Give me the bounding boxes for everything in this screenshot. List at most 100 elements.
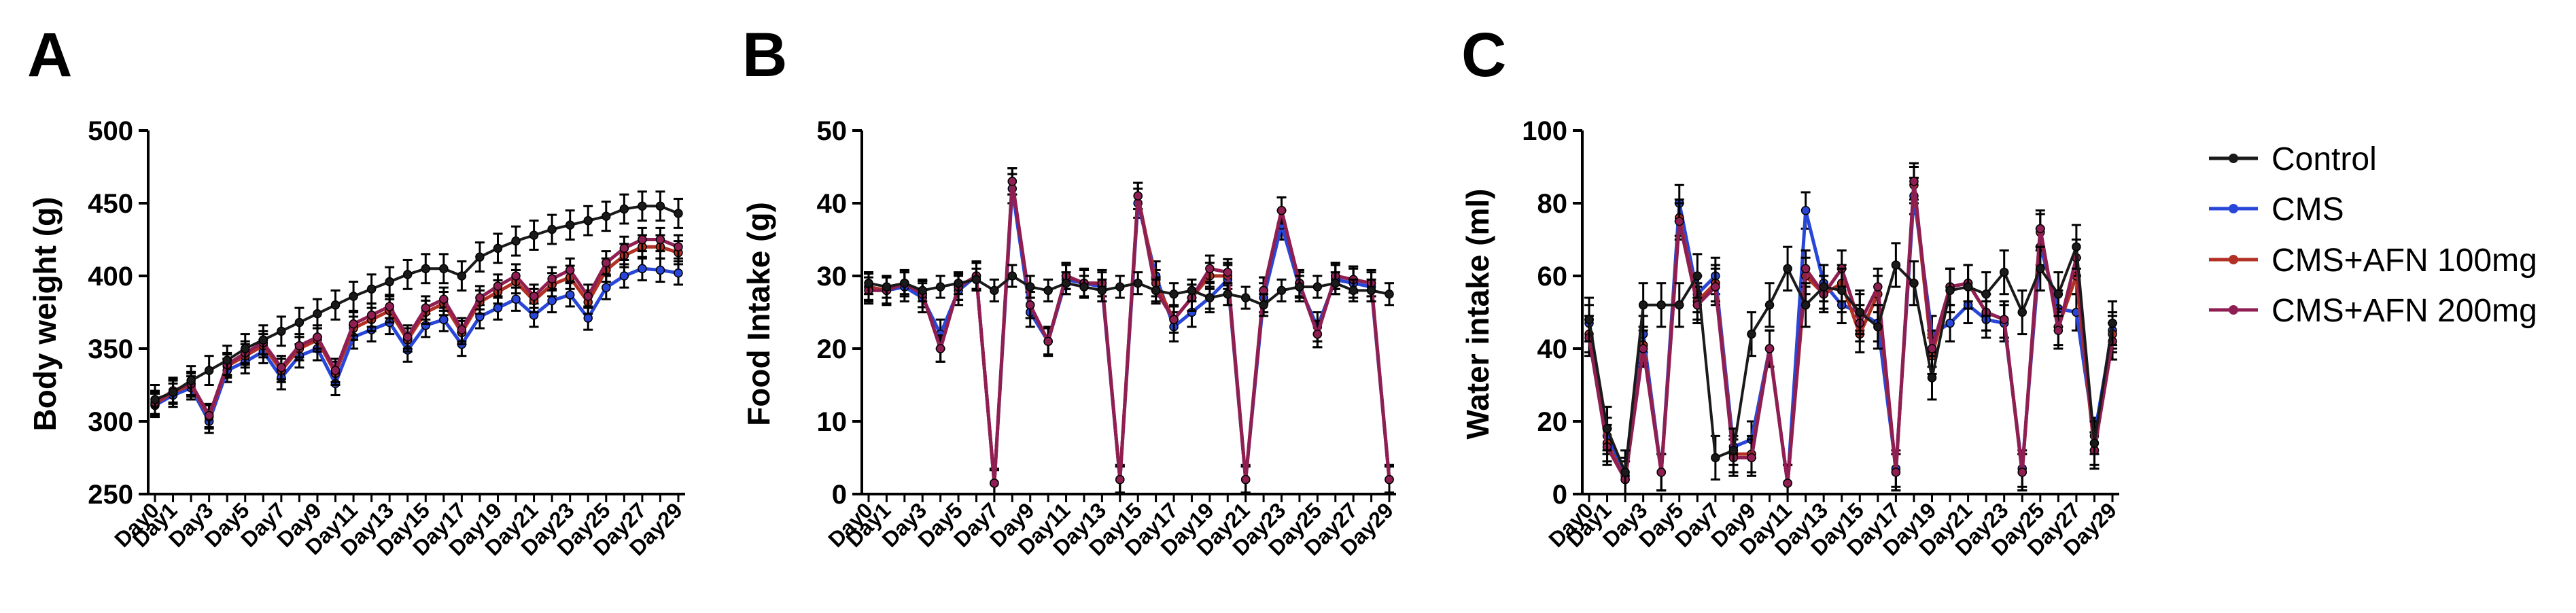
chart-3-point-control-8	[1728, 446, 1739, 455]
legend-marker-cms-afn-100mg	[2229, 255, 2238, 264]
chart-1-point-control-19	[493, 243, 503, 253]
chart-3-point-control-25	[2036, 264, 2045, 274]
chart-3-point-cms-afn-200mg-24	[2017, 468, 2027, 477]
chart-2-point-cms-afn-200mg-25	[1312, 329, 1323, 339]
chart-3-point-control-6	[1692, 271, 1703, 281]
chart-3-point-cms-afn-200mg-12	[1800, 264, 1811, 274]
chart-2-point-control-20	[1223, 290, 1233, 299]
chart-3-point-control-19	[1927, 373, 1937, 383]
chart-2-point-cms-afn-200mg-7	[990, 478, 999, 488]
chart-1-point-control-5	[241, 344, 250, 353]
legend-marker-cms	[2229, 204, 2238, 213]
chart-2-point-cms-afn-200mg-10	[1043, 336, 1053, 347]
chart-1-point-cms-afn-200mg-18	[475, 293, 485, 302]
chart-1-point-control-23	[565, 220, 575, 230]
chart-3-point-control-2	[1620, 468, 1630, 477]
chart-2-point-control-26	[1331, 278, 1340, 288]
chart-1-point-cms-29	[674, 268, 683, 278]
chart-1-series-control	[150, 190, 683, 415]
chart-3-point-control-18	[1909, 278, 1919, 288]
chart-1-point-control-27	[638, 201, 647, 211]
chart-2-ytick-label-30: 30	[817, 262, 848, 292]
chart-1-point-cms-24	[583, 313, 593, 323]
chart-3-point-control-26	[2053, 290, 2064, 299]
chart-3-point-cms-afn-200mg-10	[1764, 344, 1775, 353]
chart-1-point-control-4	[222, 355, 232, 365]
chart-2-point-cms-afn-200mg-4	[935, 344, 945, 353]
chart-2-point-control-6	[971, 275, 981, 285]
panel-letter-c: C	[1461, 20, 1506, 90]
chart-2-point-cms-afn-200mg-29	[1385, 474, 1394, 485]
chart-1-point-control-7	[277, 326, 286, 336]
chart-3-ytick-label-60: 60	[1537, 262, 1568, 292]
chart-1-point-cms-afn-200mg-17	[457, 325, 467, 334]
legend-item-control: Control	[2209, 141, 2377, 177]
chart-1-point-cms-afn-200mg-9	[313, 332, 322, 342]
panel-c: C Water intake (ml) 020406080100Day0Day1…	[1460, 20, 2121, 561]
chart-3-point-cms-afn-200mg-18	[1909, 177, 1919, 186]
chart-1-point-control-29	[674, 209, 683, 218]
chart-2-line-cms-afn-200mg	[869, 179, 1391, 485]
chart-1-point-cms-afn-200mg-15	[421, 303, 431, 313]
chart-1-ytick-label-500: 500	[88, 116, 133, 146]
chart-1-ytick-label-350: 350	[88, 334, 133, 364]
legend-label-cms: CMS	[2272, 192, 2344, 228]
chart-2-point-control-24	[1295, 282, 1304, 292]
chart-2-ytick-label-0: 0	[832, 480, 847, 510]
chart-1-point-cms-27	[638, 264, 647, 274]
chart-1-point-cms-afn-200mg-27	[638, 234, 647, 245]
chart-1-point-control-28	[655, 201, 665, 211]
chart-2-point-cms-afn-200mg-21	[1240, 474, 1251, 485]
legend-item-cms: CMS	[2209, 192, 2344, 228]
chart-3-point-control-16	[1873, 322, 1883, 332]
chart-2-point-control-12	[1079, 282, 1089, 292]
chart-2-point-control-9	[1025, 282, 1035, 292]
chart-3-line-cms	[1587, 194, 2114, 485]
chart-2-series-control	[864, 264, 1394, 317]
panel-b-ylabel: Food Intake (g)	[741, 202, 776, 426]
panel-c-ylabel: Water intake (ml)	[1460, 189, 1495, 440]
chart-3-line-cms-afn-200mg	[1587, 179, 2114, 485]
chart-1-point-control-14	[402, 270, 413, 279]
legend-marker-control	[2229, 154, 2238, 163]
legend-item-cms-afn-100mg: CMS+AFN 100mg	[2209, 243, 2537, 279]
chart-1-ytick-label-250: 250	[88, 480, 133, 510]
chart-2-point-cms-afn-200mg-14	[1115, 474, 1125, 485]
chart-3-point-control-20	[1945, 285, 1955, 296]
chart-2-ytick-label-10: 10	[817, 407, 848, 437]
chart-1-point-cms-16	[439, 315, 449, 324]
chart-1-point-cms-afn-200mg-25	[602, 258, 611, 268]
chart-2-point-cms-afn-200mg-15	[1133, 191, 1143, 201]
chart-2-point-control-1	[882, 282, 892, 292]
panel-c-plot: 020406080100Day0Day1Day3Day5Day7Day9Day1…	[1522, 116, 2121, 561]
chart-3-point-cms-afn-200mg-3	[1638, 344, 1648, 353]
chart-1-point-control-10	[330, 300, 341, 310]
panel-b: B Food Intake (g) 01020304050Day0Day1Day…	[741, 20, 1398, 561]
chart-1-point-control-3	[204, 366, 214, 375]
chart-1-point-cms-22	[547, 296, 557, 306]
chart-1-point-cms-afn-200mg-14	[402, 332, 413, 342]
chart-1-point-cms-afn-200mg-3	[204, 410, 214, 421]
chart-2-point-cms-afn-200mg-19	[1205, 264, 1215, 274]
chart-3-point-cms-afn-200mg-16	[1873, 282, 1883, 292]
chart-1-point-control-12	[366, 284, 377, 294]
panel-a-plot: 250300350400450500Day0Day1Day3Day5Day7Da…	[88, 116, 687, 561]
chart-1-point-control-25	[602, 211, 611, 222]
chart-1-point-cms-28	[655, 265, 665, 275]
chart-3-point-control-5	[1675, 300, 1684, 310]
chart-3-point-control-27	[2072, 242, 2081, 251]
chart-2-point-control-15	[1133, 278, 1143, 288]
chart-3-point-control-29	[2108, 318, 2117, 328]
chart-3-point-control-11	[1783, 264, 1792, 274]
chart-2-point-cms-afn-200mg-20	[1223, 267, 1233, 277]
chart-3-point-cms-20	[1945, 318, 1955, 328]
chart-1-point-control-2	[186, 376, 196, 385]
chart-2-point-control-27	[1348, 285, 1358, 296]
chart-1-point-cms-afn-200mg-13	[385, 302, 394, 311]
chart-3-point-control-3	[1638, 300, 1648, 310]
chart-3-point-control-4	[1656, 300, 1666, 310]
chart-3-point-control-9	[1747, 329, 1756, 339]
chart-1-point-cms-19	[493, 303, 503, 313]
chart-1-point-control-8	[294, 317, 304, 328]
